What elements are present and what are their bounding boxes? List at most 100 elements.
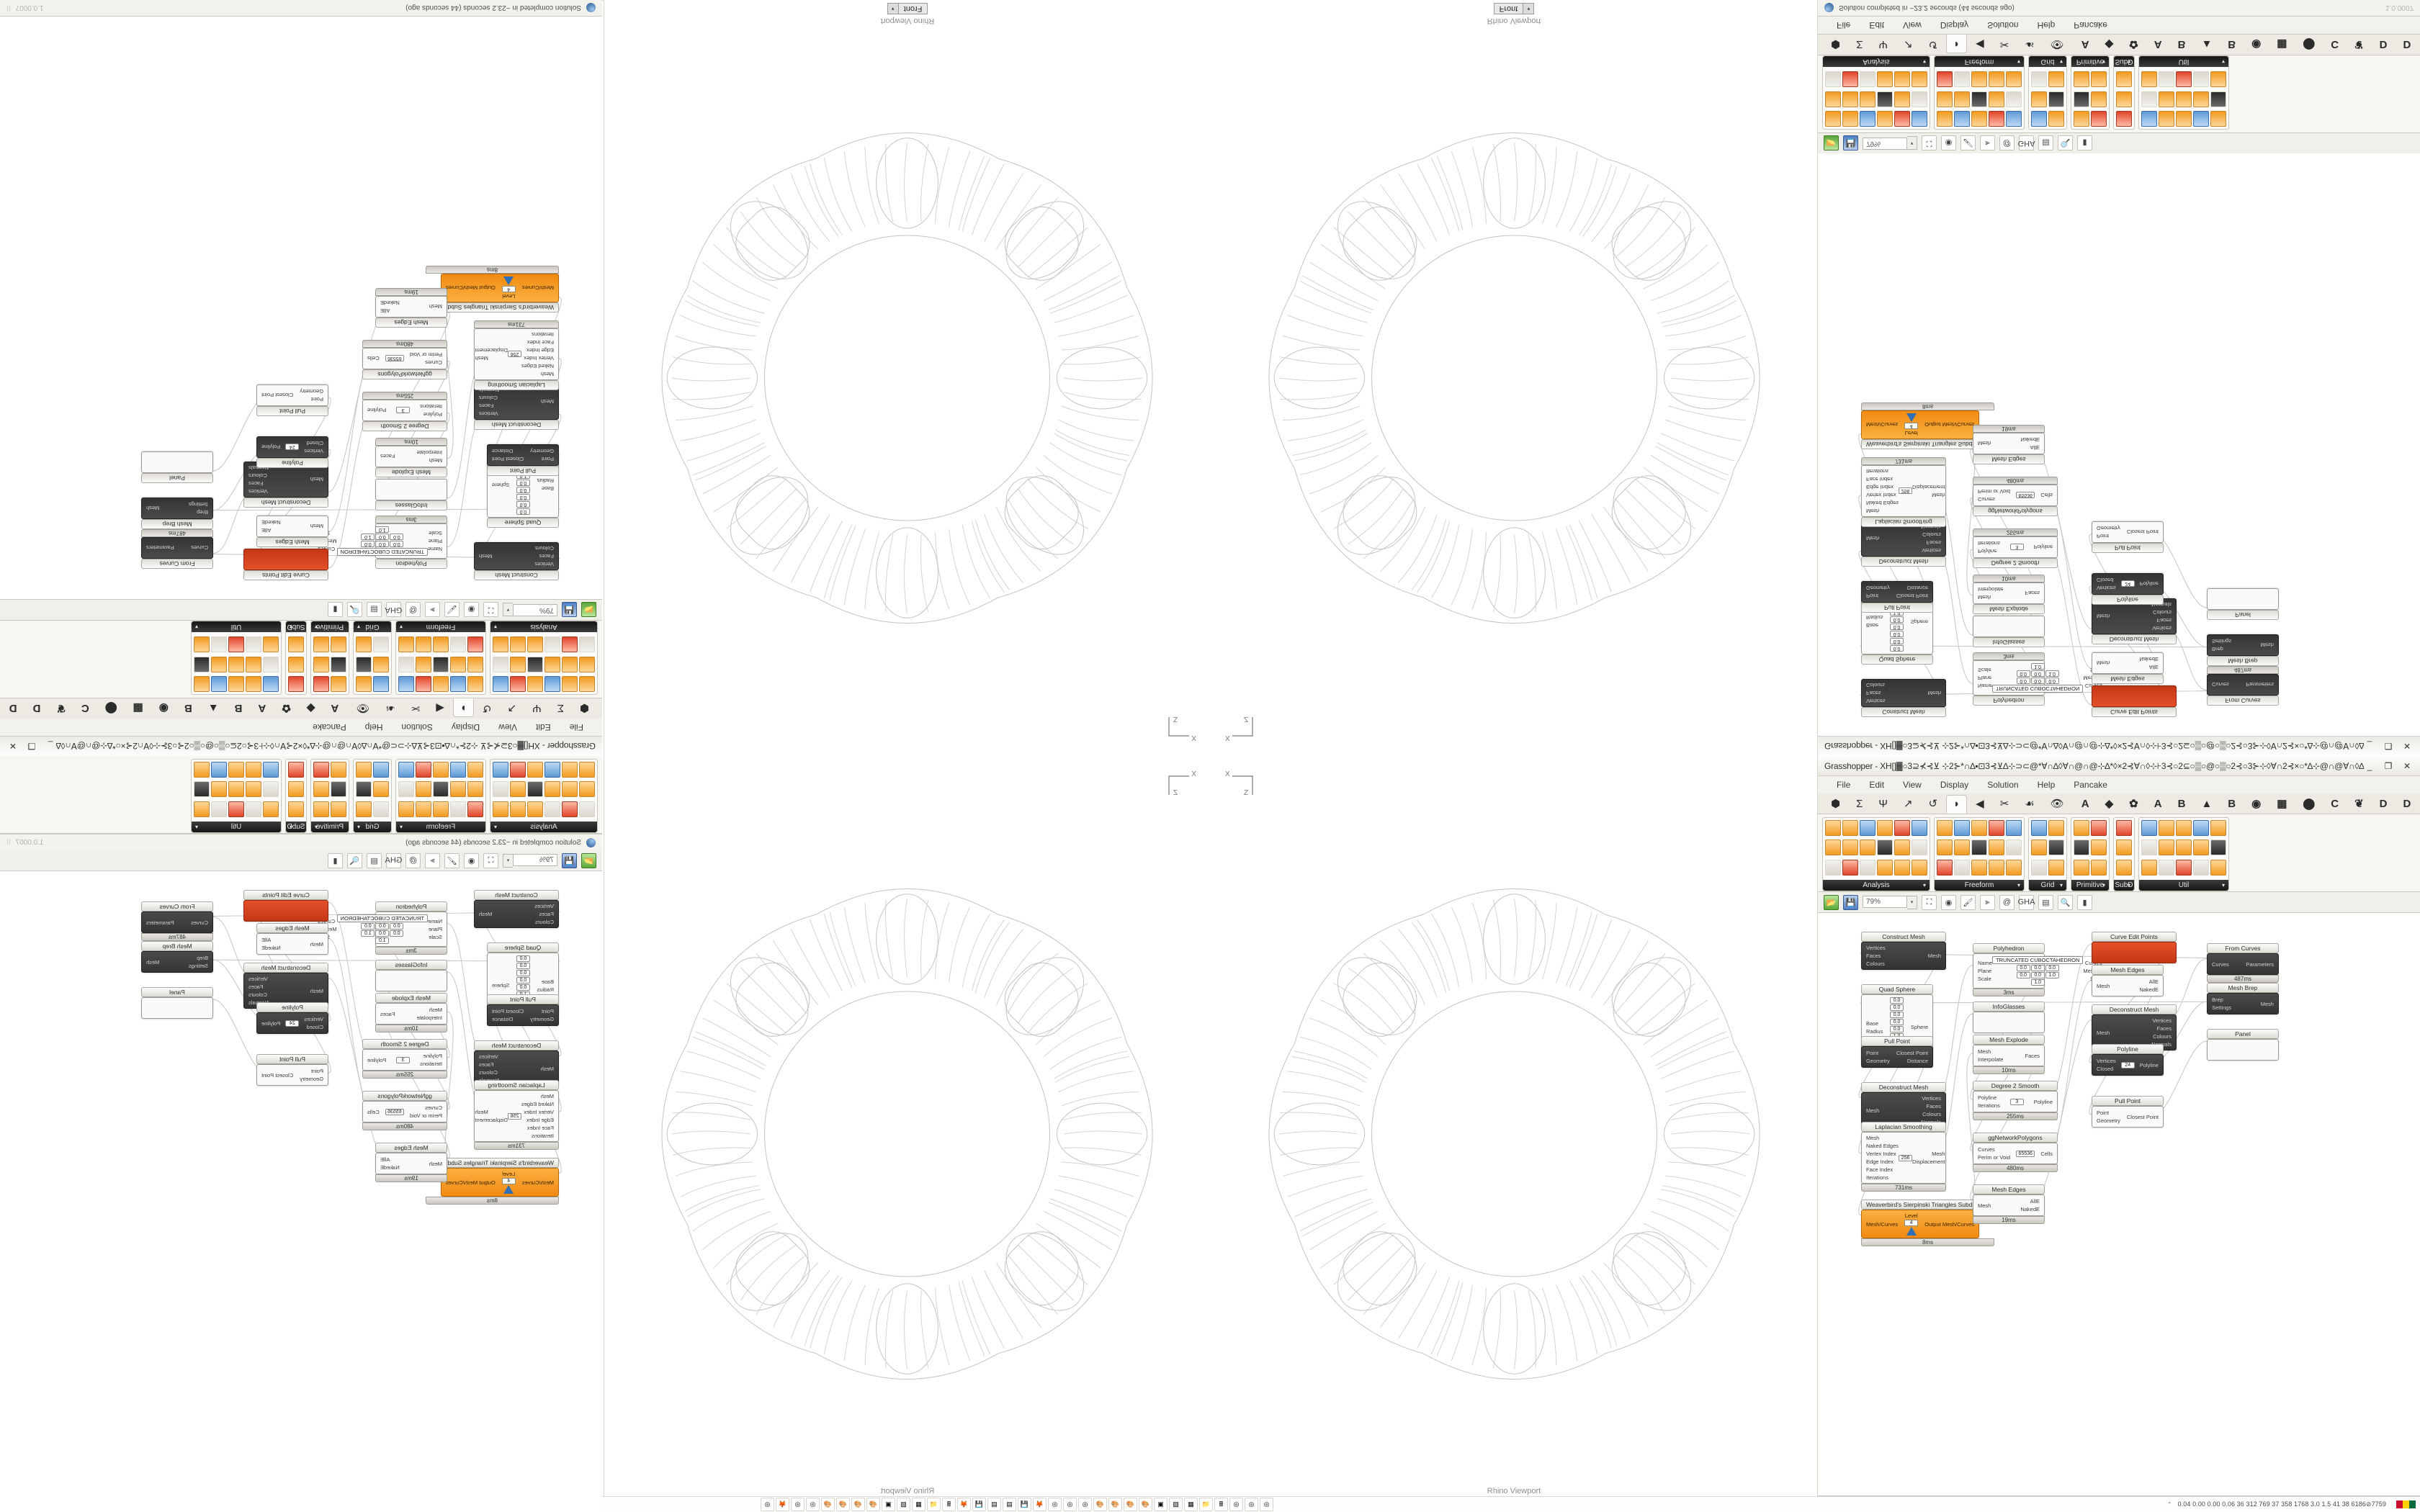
component-icon[interactable] <box>356 801 372 817</box>
category-letter-tab-9[interactable]: ⬤ <box>2303 798 2316 810</box>
numeric-field[interactable]: 0.0 <box>1890 624 1904 630</box>
input-port[interactable]: Interpolate <box>416 1014 442 1021</box>
numeric-field[interactable]: 3 <box>396 407 411 414</box>
input-ports[interactable]: Curves <box>191 919 208 926</box>
gh-canvas[interactable]: Construct Mesh Vertices Faces Colours Mesh Qu… <box>0 17 602 599</box>
numeric-field[interactable]: 0.0 <box>1890 616 1904 623</box>
gh-component[interactable]: Polyline Vertices Closed 24 Polyline <box>2092 573 2164 605</box>
input-port[interactable]: Settings <box>2212 1004 2232 1011</box>
gh-component-body[interactable]: Mesh Naked Edges Vertex Index Edge Index Fac… <box>474 1090 559 1142</box>
component-icon[interactable] <box>2193 91 2209 107</box>
minimize-icon[interactable]: _ <box>2367 760 2372 771</box>
input-port[interactable]: Name <box>1978 683 1993 689</box>
component-icon[interactable] <box>1912 859 1927 876</box>
gh-component-body[interactable]: Mesh/Curves Level 4 Output Mesh/Curves <box>441 274 559 302</box>
numeric-field[interactable]: 4 <box>1904 423 1919 429</box>
category-letter-tab-11[interactable]: ❦ <box>2354 38 2364 50</box>
category-letter-tab-12[interactable]: D <box>32 702 41 714</box>
taskbar-app-icon-8[interactable]: ▣ <box>882 1498 895 1511</box>
numeric-field[interactable]: 256 <box>507 1112 521 1120</box>
input-port[interactable]: Plane <box>428 538 442 544</box>
component-icon[interactable] <box>1937 71 1953 88</box>
input-ports[interactable]: Vertices Closed <box>304 1016 323 1030</box>
component-icon[interactable] <box>2091 840 2107 856</box>
component-icon[interactable] <box>194 656 210 672</box>
category-letter-tab-2[interactable]: ✿ <box>2129 38 2138 50</box>
gh-component-body[interactable]: Mesh AllE NakedE <box>1973 1194 2045 1216</box>
output-port[interactable]: Vertices <box>1922 1095 1941 1102</box>
input-ports[interactable]: Curves Perim or Void <box>1978 1146 2010 1161</box>
gh-component[interactable]: Laplacian Smoothing Mesh Naked Edges Vertex… <box>1861 1122 1946 1192</box>
category-tab-5[interactable]: ◗ <box>1946 35 1968 53</box>
component-icon[interactable] <box>2048 111 2064 127</box>
gh-component-body[interactable]: Mesh AllE NakedE <box>2092 652 2164 674</box>
gh-component-body[interactable]: Mesh AllE NakedE <box>2092 975 2164 996</box>
input-ports[interactable]: Mesh Naked Edges Vertex Index Edge Index Fac… <box>521 331 554 377</box>
output-port[interactable]: Polyline <box>367 407 387 414</box>
ribbon-panel-grid[interactable]: Grid ▾ <box>353 621 392 695</box>
numeric-field[interactable]: 0.0 <box>2016 678 2030 684</box>
open-file-button[interactable]: 📂 <box>1824 894 1839 910</box>
component-icon[interactable] <box>373 636 389 653</box>
output-port[interactable]: NakedE <box>2020 1206 2040 1212</box>
value-fields[interactable]: 3 <box>2009 544 2024 551</box>
component-icon[interactable] <box>450 801 466 817</box>
input-port[interactable]: Vertices <box>2097 1058 2116 1064</box>
numeric-field[interactable]: 65536 <box>2016 1150 2035 1157</box>
component-icon[interactable] <box>544 656 560 672</box>
input-ports[interactable]: Mesh Interpolate <box>1978 1048 2003 1063</box>
taskbar-app-icon-16[interactable]: ▤ <box>1003 1498 1016 1511</box>
input-port[interactable]: Radius <box>1866 1027 1883 1035</box>
plugin-button[interactable]: ⫸ <box>1980 894 1995 910</box>
input-port[interactable]: Mesh <box>2097 982 2110 989</box>
output-port[interactable]: NakedE <box>380 300 400 306</box>
value-fields[interactable]: 4 <box>1904 1220 1919 1226</box>
category-letter-tab-2[interactable]: ✿ <box>2129 798 2138 810</box>
output-ports[interactable]: AllE NakedE <box>261 519 281 534</box>
category-letter-tab-8[interactable]: ▦ <box>2277 38 2287 50</box>
viewport-view-label[interactable]: Front <box>1499 4 1518 13</box>
input-ports[interactable]: Vertices Faces Colours <box>1866 682 1886 704</box>
input-port[interactable]: Vertices <box>1866 945 1886 951</box>
gh-component[interactable]: Mesh Edges Mesh AllE NakedE 19ms <box>375 1143 447 1182</box>
component-icon[interactable] <box>2048 91 2064 107</box>
open-file-button[interactable]: 📂 <box>581 602 596 618</box>
input-port[interactable]: Iterations <box>1866 468 1888 474</box>
output-port[interactable]: AllE <box>2030 444 2040 451</box>
input-ports[interactable]: Vertices Faces Colours <box>1866 945 1886 967</box>
input-ports[interactable]: Vertices Faces Colours <box>534 903 554 925</box>
input-port[interactable]: Geometry <box>300 388 323 395</box>
gh-canvas-toolbar[interactable]: 📂 💾 79% ▾ ⛶ ◉ 🖌 ⫸ @ GHA ▤ 🔍 ▮ <box>0 599 602 620</box>
minimize-icon[interactable]: _ <box>2367 741 2372 752</box>
component-icon[interactable] <box>579 676 595 692</box>
component-icon[interactable] <box>1989 820 2004 836</box>
preview-toggle-button[interactable]: ◉ <box>464 602 479 618</box>
numeric-field[interactable]: 3 <box>396 1056 411 1063</box>
component-icon[interactable] <box>331 781 346 798</box>
output-ports[interactable]: Sphere <box>1911 618 1928 625</box>
output-port[interactable]: Sphere <box>1910 618 1928 625</box>
gh-component-body[interactable]: Polyline Iterations 3 Polyline <box>362 1049 447 1071</box>
category-tab-1[interactable]: Σ <box>557 702 564 714</box>
component-icon[interactable] <box>331 801 346 817</box>
component-icon[interactable] <box>2074 71 2089 88</box>
component-icon[interactable] <box>2159 859 2174 876</box>
gh-component[interactable]: Pull Point Point Geometry Closest Point <box>256 1054 328 1086</box>
category-tab-6[interactable]: ◀ <box>1976 798 1984 810</box>
category-letter-tab-13[interactable]: D <box>9 702 17 714</box>
output-ports[interactable]: Closest Point <box>261 1072 293 1079</box>
category-letter-tab-9[interactable]: ⬤ <box>104 702 117 714</box>
category-letter-tab-3[interactable]: A <box>258 702 266 714</box>
input-port[interactable]: Mesh <box>2097 1029 2110 1036</box>
component-icon[interactable] <box>467 762 483 778</box>
taskbar-app-icon-11[interactable]: 📁 <box>927 1498 941 1511</box>
component-icon[interactable] <box>2193 840 2209 856</box>
output-port[interactable]: Closest Point <box>1896 593 1928 599</box>
gh-component-body[interactable] <box>2092 685 2177 707</box>
gh-component-ribbon[interactable]: Analysis ▾ Freeform ▾ Grid ▾ Primitive ▾ SubD ▾ Ut… <box>0 756 602 834</box>
output-port[interactable]: NakedE <box>2020 436 2040 443</box>
output-ports[interactable]: Polyline <box>261 444 280 451</box>
output-port[interactable]: Faces <box>248 984 264 990</box>
